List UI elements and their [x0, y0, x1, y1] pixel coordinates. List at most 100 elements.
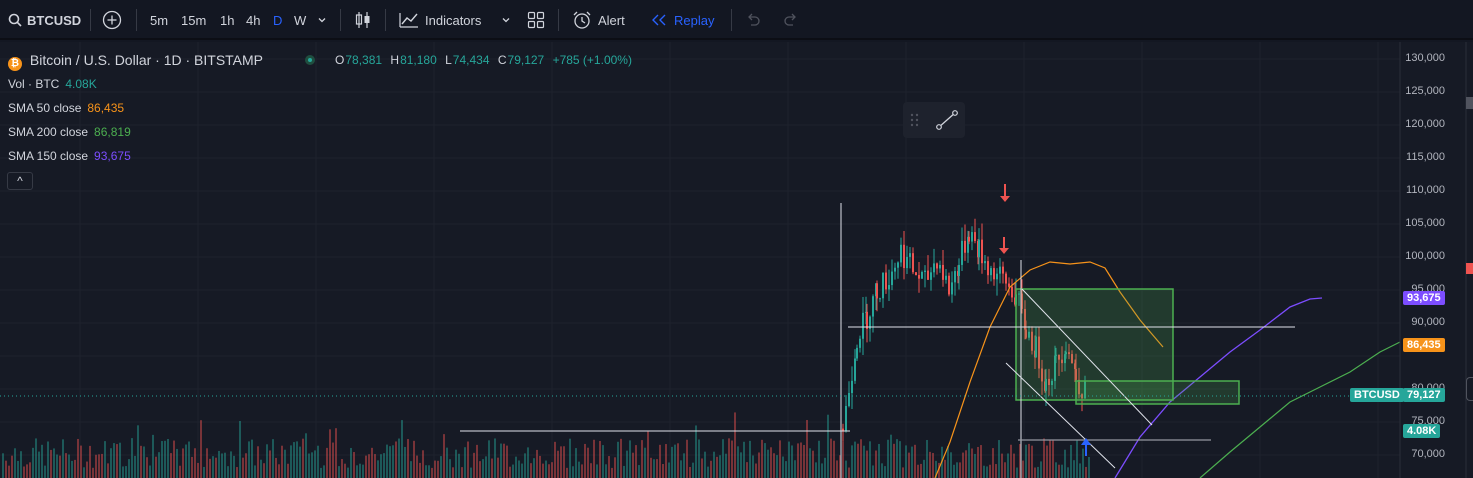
candle-body — [967, 236, 969, 253]
compare-button[interactable] — [102, 0, 122, 40]
volume-bar — [20, 451, 22, 478]
volume-bar — [614, 457, 616, 478]
candle-body — [842, 428, 844, 431]
legend-collapse-button[interactable]: ^ — [7, 172, 33, 190]
volume-bar — [512, 464, 514, 478]
series-legend[interactable]: ₿ Bitcoin / U.S. Dollar · 1D · BITSTAMP — [8, 52, 263, 71]
volume-bar — [44, 465, 46, 478]
indicators-button[interactable]: Indicators — [399, 0, 481, 40]
volume-bar — [194, 448, 196, 478]
volume-bar — [944, 459, 946, 478]
axis-scroll-handle[interactable] — [1466, 97, 1473, 109]
sma200-line — [1199, 341, 1401, 478]
volume-bar — [971, 448, 973, 478]
volume-bar — [209, 458, 211, 478]
price-chart[interactable] — [0, 42, 1473, 478]
high-label: H — [390, 53, 400, 67]
volume-bar — [152, 434, 154, 478]
volume-bar — [956, 462, 958, 478]
volume-bar — [56, 454, 58, 478]
volume-bar — [440, 456, 442, 478]
volume-bar — [593, 439, 595, 478]
open-value: 78,381 — [345, 53, 383, 67]
volume-bar — [80, 445, 82, 478]
volume-bar — [953, 464, 955, 478]
interval-4h[interactable]: 4h — [246, 12, 261, 28]
volume-bar — [227, 466, 229, 478]
interval-w[interactable]: W — [294, 12, 307, 28]
volume-bar — [650, 457, 652, 478]
candle-body — [1064, 354, 1066, 364]
volume-bar — [902, 467, 904, 478]
volume-bar — [128, 459, 130, 478]
candle-body — [1028, 331, 1030, 338]
interval-d[interactable]: D — [273, 12, 283, 28]
volume-bar — [425, 465, 427, 478]
interval-15m[interactable]: 15m — [181, 12, 207, 28]
volume-bar — [362, 464, 364, 478]
candle-body — [1068, 352, 1070, 355]
volume-bar — [482, 459, 484, 478]
volume-bar — [407, 439, 409, 478]
volume-bar — [413, 440, 415, 478]
volume-bar — [443, 434, 445, 478]
volume-bar — [95, 454, 97, 478]
sma200-legend[interactable]: SMA 200 close 86,819 — [8, 125, 131, 139]
sma50-legend[interactable]: SMA 50 close 86,435 — [8, 101, 124, 115]
floating-drawing-toolbar[interactable] — [903, 102, 965, 138]
interval-1h[interactable]: 1h — [220, 12, 235, 28]
symbol-search-button[interactable]: BTCUSD — [8, 0, 81, 40]
candle-body — [866, 311, 868, 329]
sma150-legend[interactable]: SMA 150 close 93,675 — [8, 149, 131, 163]
volume-bar — [869, 441, 871, 478]
volume-bar — [449, 459, 451, 478]
volume-bar — [749, 440, 751, 478]
undo-button[interactable] — [745, 0, 761, 40]
price-alert-marker[interactable] — [1466, 263, 1473, 274]
candle-body — [1061, 359, 1063, 364]
volume-bar — [1058, 464, 1060, 478]
volume-legend[interactable]: Vol · BTC 4.08K — [8, 77, 97, 91]
volume-bar — [119, 442, 121, 478]
interval-5m[interactable]: 5m — [150, 12, 169, 28]
volume-bar — [446, 447, 448, 478]
candle-body — [927, 270, 929, 280]
volume-bar — [968, 443, 970, 478]
alert-button[interactable]: Alert — [572, 0, 625, 40]
volume-bar — [596, 464, 598, 478]
volume-bar — [524, 453, 526, 478]
volume-bar — [767, 449, 769, 478]
volume-bar — [665, 444, 667, 478]
bitcoin-logo-icon: ₿ — [8, 57, 22, 71]
candle-body — [930, 272, 932, 280]
indicators-dropdown[interactable] — [501, 0, 511, 40]
volume-bar — [500, 443, 502, 478]
replay-button[interactable]: Replay — [651, 0, 714, 40]
volume-bar — [1019, 444, 1021, 478]
axis-settings-handle[interactable] — [1466, 377, 1473, 401]
interval-dropdown[interactable] — [317, 0, 327, 40]
volume-bar — [935, 460, 937, 478]
volume-bar — [71, 460, 73, 478]
redo-icon — [784, 13, 796, 26]
volume-bar — [752, 455, 754, 478]
volume-bar — [950, 452, 952, 478]
redo-button[interactable] — [783, 0, 799, 40]
toolbar-divider — [558, 9, 559, 31]
volume-bar — [917, 464, 919, 478]
chart-pane[interactable]: ₿ Bitcoin / U.S. Dollar · 1D · BITSTAMP … — [0, 42, 1473, 478]
volume-bar — [122, 466, 124, 478]
volume-bar — [368, 454, 370, 478]
volume-bar — [401, 420, 403, 478]
candle-body — [987, 261, 989, 276]
drag-handle-icon[interactable] — [903, 102, 965, 138]
volume-bar — [758, 452, 760, 478]
volume-bar — [17, 460, 19, 478]
chart-type-button[interactable] — [354, 0, 372, 40]
volume-bar — [1082, 448, 1084, 478]
volume-bar — [965, 450, 967, 478]
layouts-button[interactable] — [527, 0, 545, 40]
volume-bar — [104, 441, 106, 478]
volume-bar — [881, 463, 883, 478]
volume-bar — [53, 448, 55, 478]
